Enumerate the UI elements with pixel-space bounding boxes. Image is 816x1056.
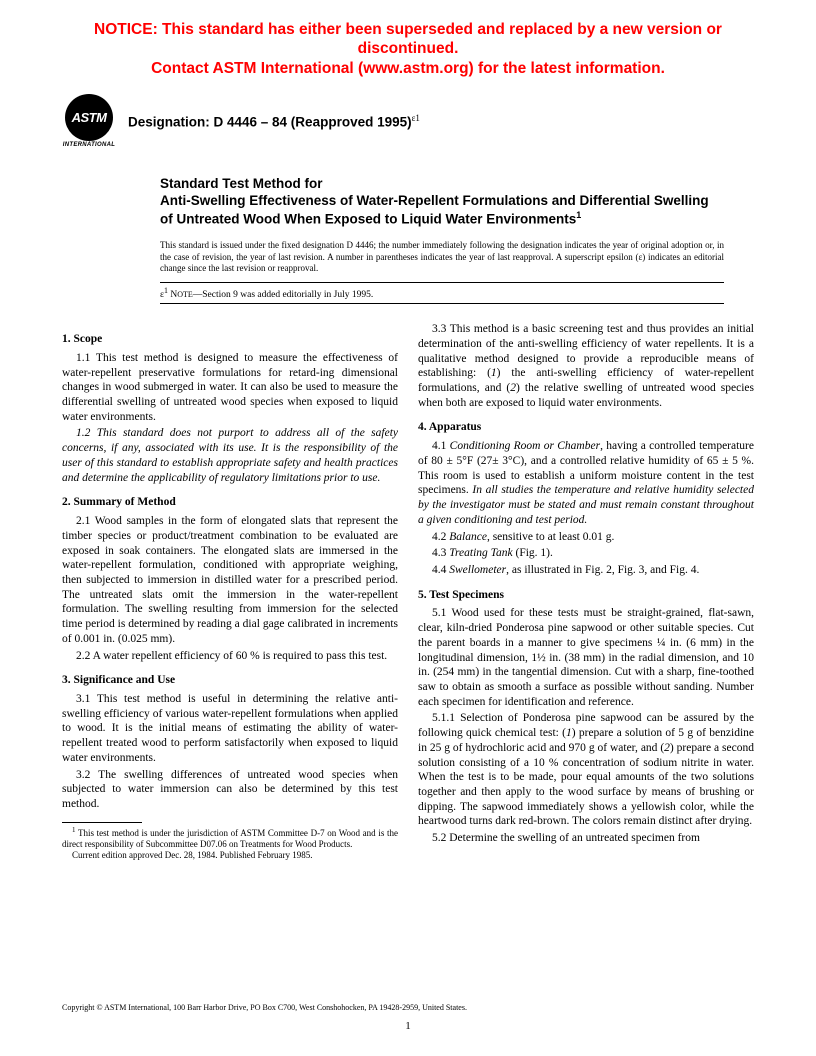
- section-2-head: 2. Summary of Method: [62, 495, 398, 510]
- section-1-head: 1. Scope: [62, 332, 398, 347]
- para-3-3: 3.3 This method is a basic screening tes…: [418, 322, 754, 410]
- logo-abbr: ASTM: [72, 110, 107, 125]
- eps-sup: εε11: [160, 290, 168, 300]
- notice-banner: NOTICE: This standard has either been su…: [62, 20, 754, 78]
- p41b: Conditioning Room or Chamber: [450, 440, 600, 452]
- astm-logo: ASTM INTERNATIONAL: [62, 94, 116, 148]
- footnote-separator: [62, 822, 142, 823]
- title-main-text: Anti-Swelling Effectiveness of Water-Rep…: [160, 193, 709, 226]
- eps-text: —Section 9 was added editorially in July…: [193, 290, 373, 300]
- para-2-2: 2.2 A water repellent efficiency of 60 %…: [62, 649, 398, 664]
- p42b: Balance: [449, 531, 487, 543]
- title-pre: Standard Test Method for: [160, 176, 724, 193]
- issuance-note: This standard is issued under the fixed …: [160, 240, 724, 274]
- footnote-block: 1 This test method is under the jurisdic…: [62, 822, 398, 862]
- para-5-1: 5.1 Wood used for these tests must be st…: [418, 606, 754, 709]
- designation-row: ASTM INTERNATIONAL Designation: D 4446 –…: [62, 94, 754, 148]
- title-main: Anti-Swelling Effectiveness of Water-Rep…: [160, 193, 724, 228]
- logo-subtext: INTERNATIONAL: [63, 142, 115, 148]
- p511e: ) prepare a second solution consisting o…: [418, 742, 754, 828]
- p42a: 4.2: [432, 531, 449, 543]
- para-4-1: 4.1 Conditioning Room or Chamber, having…: [418, 439, 754, 527]
- p43c: (Fig. 1).: [513, 547, 553, 559]
- designation-sup: ε1: [412, 113, 420, 123]
- footnote-1-text: This test method is under the jurisdicti…: [62, 828, 398, 849]
- astm-logo-circle: ASTM: [65, 94, 113, 141]
- para-5-2: 5.2 Determine the swelling of an untreat…: [418, 831, 754, 846]
- section-4-head: 4. Apparatus: [418, 420, 754, 435]
- para-4-2: 4.2 Balance, sensitive to at least 0.01 …: [418, 530, 754, 545]
- para-1-1: 1.1 This test method is designed to meas…: [62, 351, 398, 425]
- para-3-1: 3.1 This test method is useful in determ…: [62, 692, 398, 766]
- para-1-2: 1.2 This standard does not purport to ad…: [62, 426, 398, 485]
- title-block: Standard Test Method for Anti-Swelling E…: [160, 176, 724, 228]
- p42c: , sensitive to at least 0.01 g.: [487, 531, 614, 543]
- footnote-1: 1 This test method is under the jurisdic…: [62, 826, 398, 851]
- notice-line1: NOTICE: This standard has either been su…: [94, 21, 722, 57]
- designation-text: Designation: D 4446 – 84 (Reapproved 199…: [128, 113, 420, 130]
- designation-label: Designation: D 4446 – 84 (Reapproved 199…: [128, 114, 412, 129]
- para-5-1-1: 5.1.1 Selection of Ponderosa pine sapwoo…: [418, 711, 754, 829]
- para-4-4: 4.4 Swellometer, as illustrated in Fig. …: [418, 563, 754, 578]
- page-number: 1: [0, 1020, 816, 1032]
- para-2-1: 2.1 Wood samples in the form of elongate…: [62, 514, 398, 646]
- p44b: Swellometer: [449, 564, 506, 576]
- notice-line2: Contact ASTM International (www.astm.org…: [151, 60, 665, 77]
- p41a: 4.1: [432, 440, 450, 452]
- p43a: 4.3: [432, 547, 449, 559]
- section-3-head: 3. Significance and Use: [62, 673, 398, 688]
- p43b: Treating Tank: [449, 547, 512, 559]
- eps-label: NOTE: [170, 290, 192, 300]
- para-4-3: 4.3 Treating Tank (Fig. 1).: [418, 546, 754, 561]
- body-columns: 1. Scope 1.1 This test method is designe…: [62, 322, 754, 861]
- title-sup: 1: [576, 210, 581, 220]
- p44c: , as illustrated in Fig. 2, Fig. 3, and …: [506, 564, 699, 576]
- footnote-2: Current edition approved Dec. 28, 1984. …: [62, 850, 398, 861]
- para-3-2: 3.2 The swelling differences of untreate…: [62, 768, 398, 812]
- copyright-line: Copyright © ASTM International, 100 Barr…: [62, 1003, 754, 1012]
- epsilon-note: εε11 NOTE—Section 9 was added editoriall…: [160, 282, 724, 304]
- section-5-head: 5. Test Specimens: [418, 588, 754, 603]
- p44a: 4.4: [432, 564, 449, 576]
